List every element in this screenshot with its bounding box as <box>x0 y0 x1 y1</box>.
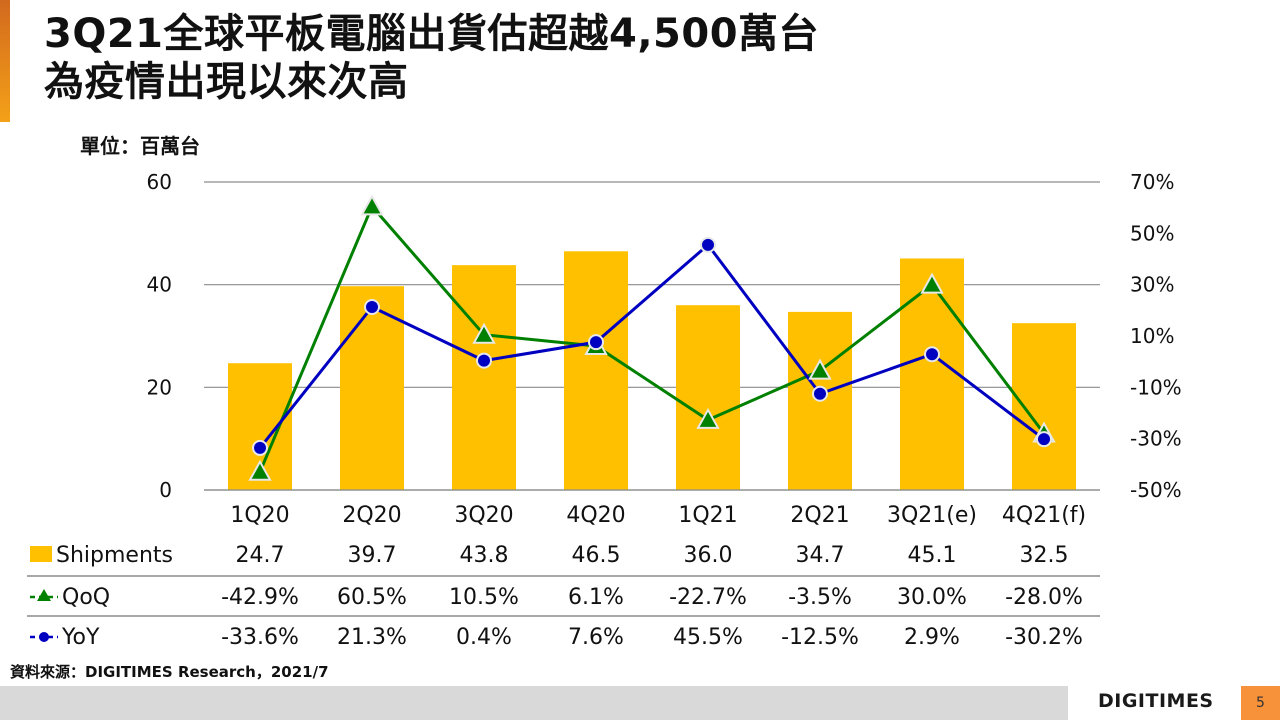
footer-bar <box>0 686 1068 720</box>
marker-yoy <box>812 385 828 402</box>
table-cell-yoy: 0.4% <box>456 625 512 650</box>
marker-qoq <box>248 459 272 481</box>
table-cell-shipments: 34.7 <box>796 543 845 568</box>
source-note: 資料來源：DIGITIMES Research，2021/7 <box>10 663 329 681</box>
table-cell-yoy: -33.6% <box>221 625 299 650</box>
table-cell-qoq: -28.0% <box>1005 585 1083 610</box>
legend-key-yoy-circle-icon <box>39 632 49 642</box>
table-cell-qoq: 60.5% <box>337 585 407 610</box>
marker-yoy <box>924 346 940 363</box>
marker-yoy <box>700 236 716 253</box>
table-cell-qoq: -3.5% <box>788 585 852 610</box>
digitimes-logo: DIGITIMES <box>1098 690 1214 712</box>
data-table: Shipments 24.7 39.7 43.8 46.5 36.0 34.7 45.1 32.… <box>27 543 1100 650</box>
bar-shipments <box>452 265 516 490</box>
table-cell-qoq: 10.5% <box>449 585 519 610</box>
page-number: 5 <box>1241 686 1280 720</box>
gridlines <box>204 181 1100 491</box>
category-label: 1Q21 <box>678 503 737 528</box>
marker-qoq <box>472 322 496 344</box>
table-cell-yoy: 21.3% <box>337 625 407 650</box>
bar-shipments <box>676 305 740 490</box>
table-cell-shipments: 46.5 <box>572 543 621 568</box>
table-cell-shipments: 45.1 <box>908 543 957 568</box>
table-cell-yoy: 2.9% <box>904 625 960 650</box>
marker-yoy <box>252 439 268 456</box>
title-accent-bar <box>0 0 10 122</box>
table-cell-yoy: -12.5% <box>781 625 859 650</box>
shipments-bars <box>228 251 1076 490</box>
right-axis-tick-label: -10% <box>1130 375 1182 399</box>
table-cell-qoq: -22.7% <box>669 585 747 610</box>
table-cell-yoy: 45.5% <box>673 625 743 650</box>
page-title: 3Q21全球平板電腦出貨估超越4,500萬台 為疫情出現以來次高 <box>44 10 819 106</box>
right-axis-tick-label: 10% <box>1130 324 1174 348</box>
legend-key-shipments <box>30 546 52 562</box>
title-line-2: 為疫情出現以來次高 <box>44 59 409 105</box>
marker-qoq <box>360 194 384 216</box>
table-cell-shipments: 39.7 <box>348 543 397 568</box>
title-line-1: 3Q21全球平板電腦出貨估超越4,500萬台 <box>44 11 820 57</box>
table-cell-shipments: 24.7 <box>236 543 285 568</box>
legend-label-yoy: YoY <box>61 625 100 650</box>
growth-lines <box>248 194 1056 481</box>
table-cell-shipments: 32.5 <box>1020 543 1069 568</box>
legend-label-qoq: QoQ <box>62 585 110 610</box>
bar-shipments <box>564 251 628 490</box>
category-label: 3Q21(e) <box>887 503 977 528</box>
marker-yoy <box>1036 431 1052 448</box>
left-axis-tick-label: 0 <box>159 478 172 502</box>
legend-key-qoq-triangle-icon <box>37 589 51 601</box>
category-label: 1Q20 <box>230 503 289 528</box>
marker-yoy <box>476 352 492 369</box>
table-cell-qoq: 30.0% <box>897 585 967 610</box>
legend-label-shipments: Shipments <box>56 543 173 568</box>
right-axis-tick-label: 50% <box>1130 221 1174 245</box>
marker-yoy <box>364 298 380 315</box>
category-label: 3Q20 <box>454 503 513 528</box>
right-axis-tick-label: -30% <box>1130 427 1182 451</box>
line-yoy <box>258 242 1045 449</box>
table-cell-shipments: 43.8 <box>460 543 509 568</box>
left-axis-tick-label: 60 <box>147 170 172 194</box>
table-cell-qoq: -42.9% <box>221 585 299 610</box>
line-qoq <box>258 203 1046 473</box>
table-cell-qoq: 6.1% <box>568 585 624 610</box>
category-label: 2Q21 <box>790 503 849 528</box>
marker-qoq <box>920 272 944 294</box>
left-axis-tick-label: 20 <box>147 375 172 399</box>
bar-shipments <box>900 258 964 490</box>
category-label: 4Q21(f) <box>1002 503 1086 528</box>
table-cell-yoy: -30.2% <box>1005 625 1083 650</box>
table-cell-shipments: 36.0 <box>684 543 733 568</box>
right-axis-tick-label: -50% <box>1130 478 1182 502</box>
marker-yoy <box>588 334 604 351</box>
marker-qoq <box>808 358 832 380</box>
bar-shipments <box>1012 323 1076 490</box>
marker-qoq <box>696 407 720 429</box>
unit-label: 單位：百萬台 <box>80 134 200 158</box>
right-axis-tick-label: 70% <box>1130 170 1174 194</box>
left-axis-tick-label: 40 <box>147 273 172 297</box>
bar-shipments <box>340 286 404 490</box>
table-cell-yoy: 7.6% <box>568 625 624 650</box>
right-axis-tick-label: 30% <box>1130 273 1174 297</box>
axes: 0 20 40 60 -50% -30% -10% 10% 30% 50% 70% 1Q20 2Q20 3… <box>147 170 1182 528</box>
category-label: 2Q20 <box>342 503 401 528</box>
category-label: 4Q20 <box>566 503 625 528</box>
